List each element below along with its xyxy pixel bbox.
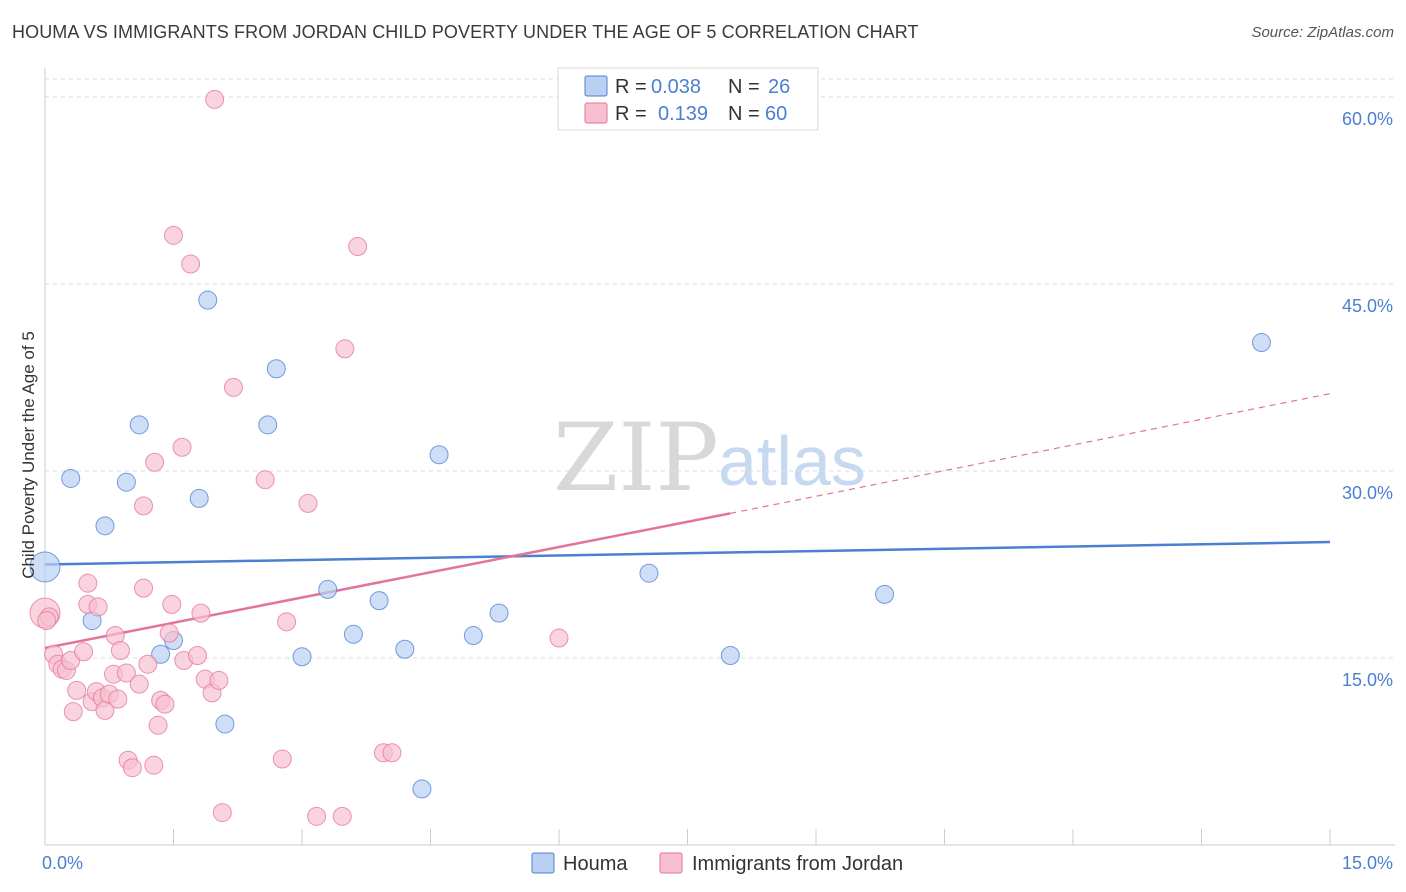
watermark-atlas: atlas	[718, 422, 866, 500]
houma-point	[61, 468, 81, 488]
houma-point	[395, 639, 415, 659]
trend-lines	[44, 393, 1331, 650]
houma-point	[129, 415, 149, 435]
grid-lines	[45, 78, 1395, 659]
jordan-point	[134, 578, 154, 598]
jordan-r-label: R =	[615, 103, 647, 125]
jordan-point	[205, 89, 225, 109]
jordan-trend-line	[44, 512, 731, 650]
jordan-point	[307, 806, 327, 826]
jordan-point	[332, 806, 352, 826]
x-tick-label: 0.0%	[42, 853, 83, 873]
jordan-point	[110, 641, 130, 661]
jordan-point	[134, 496, 154, 516]
jordan-stats-swatch	[584, 102, 608, 124]
jordan-point	[335, 339, 355, 359]
houma-point	[189, 488, 209, 508]
jordan-r-value: 0.139	[658, 103, 708, 125]
jordan-n-label: N =	[728, 103, 760, 125]
y-axis-label: Child Poverty Under the Age of 5	[19, 331, 38, 579]
houma-point	[215, 714, 235, 734]
jordan-point	[298, 493, 318, 513]
data-points	[29, 89, 1271, 826]
houma-point	[463, 626, 483, 646]
jordan-point	[37, 611, 57, 631]
jordan-point	[348, 237, 368, 257]
houma-point	[318, 579, 338, 599]
jordan-point	[172, 437, 192, 457]
houma-point	[489, 603, 509, 623]
jordan-point	[159, 623, 179, 643]
jordan-point	[108, 689, 128, 709]
jordan-point	[181, 254, 201, 274]
houma-r-label: R =	[615, 76, 647, 98]
houma-point	[875, 584, 895, 604]
jordan-point	[116, 663, 136, 683]
houma-point	[95, 516, 115, 536]
houma-point	[639, 563, 659, 583]
y-tick-label: 15.0%	[1342, 670, 1393, 690]
houma-point	[412, 779, 432, 799]
chart-title: HOUMA VS IMMIGRANTS FROM JORDAN CHILD PO…	[12, 22, 919, 42]
jordan-point	[187, 645, 207, 665]
y-tick-label: 60.0%	[1342, 109, 1393, 129]
houma-trend-line	[44, 540, 1331, 566]
houma-n-value: 26	[768, 76, 790, 98]
stats-legend: R = 0.038 N = 26 R = 0.139 N = 60	[557, 67, 819, 131]
jordan-point	[162, 594, 182, 614]
houma-point	[29, 551, 61, 583]
jordan-point	[209, 670, 229, 690]
jordan-point	[164, 225, 183, 245]
jordan-point	[223, 377, 243, 397]
houma-point	[198, 290, 218, 310]
jordan-point	[78, 573, 98, 593]
x-tick-label: 15.0%	[1342, 853, 1393, 873]
houma-legend-swatch	[531, 852, 555, 874]
watermark-zip: ZIP	[553, 404, 719, 513]
y-tick-label: 45.0%	[1342, 296, 1393, 316]
jordan-point	[122, 758, 142, 778]
houma-point	[720, 645, 740, 665]
houma-point	[343, 624, 363, 644]
jordan-point	[138, 654, 158, 674]
jordan-point	[212, 803, 232, 823]
houma-point	[369, 591, 389, 611]
houma-point	[429, 445, 449, 465]
jordan-point	[272, 749, 292, 769]
jordan-point	[148, 715, 168, 735]
jordan-point	[88, 597, 108, 617]
houma-point	[266, 359, 286, 379]
jordan-point	[382, 743, 402, 763]
series-legend: Houma Immigrants from Jordan	[531, 852, 903, 875]
houma-n-label: N =	[728, 76, 760, 98]
jordan-point	[129, 674, 149, 694]
axes: 15.0% 30.0% 45.0% 60.0% 0.0% 15.0%	[42, 68, 1395, 873]
houma-point	[116, 472, 136, 492]
jordan-point	[155, 694, 175, 714]
jordan-trend-extension	[730, 393, 1331, 514]
houma-stats-swatch	[584, 75, 608, 97]
jordan-legend-label: Immigrants from Jordan	[692, 853, 903, 875]
jordan-legend-swatch	[659, 852, 683, 874]
houma-point	[258, 415, 278, 435]
houma-point	[292, 647, 312, 667]
jordan-point	[74, 642, 94, 662]
houma-point	[151, 644, 171, 664]
jordan-point	[145, 452, 165, 472]
jordan-point	[144, 755, 164, 775]
jordan-point	[549, 628, 569, 648]
jordan-point	[67, 680, 87, 700]
y-tick-label: 30.0%	[1342, 483, 1393, 503]
jordan-point	[191, 603, 211, 623]
houma-point	[1251, 333, 1271, 353]
houma-legend-label: Houma	[563, 853, 628, 875]
chart-source: Source: ZipAtlas.com	[1251, 24, 1394, 41]
jordan-point	[255, 470, 275, 490]
jordan-point	[63, 702, 83, 722]
houma-r-value: 0.038	[651, 76, 701, 98]
jordan-point	[277, 612, 297, 632]
jordan-n-value: 60	[765, 103, 787, 125]
